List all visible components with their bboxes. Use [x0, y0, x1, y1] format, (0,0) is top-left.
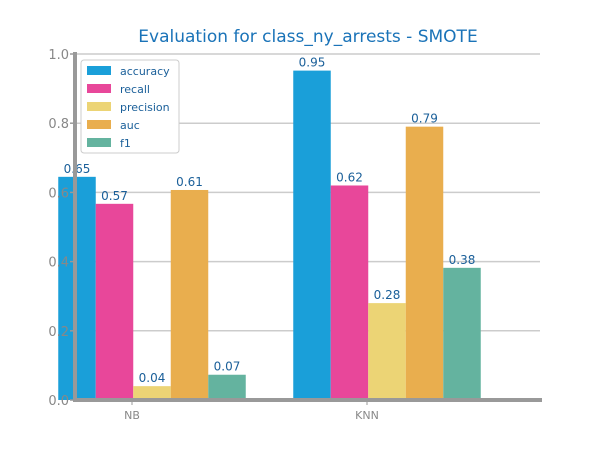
axes-group: 0.0 0.2 0.4 0.6 0.8 1.0 NB KNN [48, 48, 542, 422]
legend-swatch-recall [87, 84, 111, 93]
bars-group: 0.650.570.040.610.070.950.620.280.790.38 [58, 56, 481, 400]
legend-label-f1: f1 [120, 137, 131, 150]
legend-label-accuracy: accuracy [120, 65, 170, 78]
data-label-auc-nb: 0.61 [176, 175, 203, 189]
y-tick-label: 0.6 [48, 186, 69, 201]
y-tick-label: 1.0 [48, 48, 69, 63]
legend-box [80, 59, 180, 154]
bar-f1-nb [208, 374, 246, 400]
y-tick-label: 0.2 [48, 325, 69, 340]
data-label-recall-nb: 0.57 [101, 189, 128, 203]
data-label-f1-nb: 0.07 [214, 360, 241, 374]
x-tick-label: NB [124, 409, 140, 422]
chart-title: Evaluation for class_ny_arrests - SMOTE [138, 27, 477, 47]
legend-label-precision: precision [120, 101, 170, 114]
legend: accuracy recall precision auc f1 [80, 59, 180, 154]
legend-swatch-auc [87, 120, 111, 129]
y-tick-label: 0.4 [48, 256, 69, 271]
bar-f1-knn [443, 267, 481, 400]
x-tick-label: KNN [355, 409, 379, 422]
legend-label-auc: auc [120, 119, 140, 132]
y-tick-label: 0.8 [48, 117, 69, 132]
y-tick-label: 0.0 [48, 394, 69, 409]
legend-swatch-accuracy [87, 66, 111, 75]
bar-auc-nb [170, 189, 209, 400]
data-label-precision-nb: 0.04 [139, 371, 166, 385]
bar-precision-nb [133, 386, 171, 400]
bar-auc-knn [405, 126, 444, 400]
data-label-recall-knn: 0.62 [336, 170, 363, 184]
bar-accuracy-knn [293, 70, 331, 400]
data-label-auc-knn: 0.79 [411, 112, 438, 126]
bar-recall-nb [95, 203, 134, 400]
bar-recall-knn [330, 185, 369, 400]
bar-precision-knn [368, 303, 406, 400]
legend-swatch-precision [87, 102, 111, 111]
data-label-precision-knn: 0.28 [374, 288, 401, 302]
data-label-accuracy-knn: 0.95 [299, 56, 326, 70]
legend-label-recall: recall [120, 83, 150, 96]
legend-swatch-f1 [87, 138, 111, 147]
data-label-f1-knn: 0.38 [449, 253, 476, 267]
